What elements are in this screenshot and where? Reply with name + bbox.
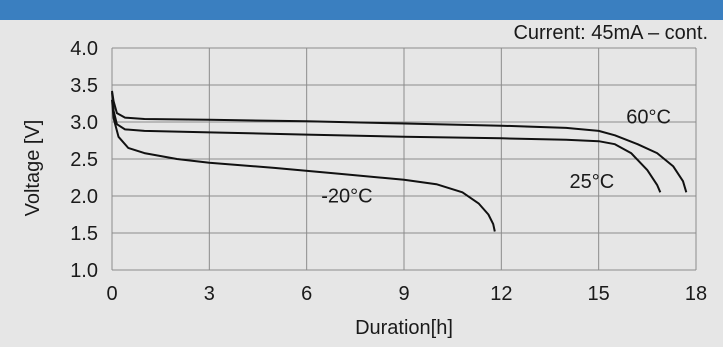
x-tick-label: 18 [685,283,707,305]
text-layer: 1.0 1.5 2.0 2.5 3.0 3.5 4.0 0 3 6 9 12 15 18 60°C 25°C -… [70,38,707,305]
y-tick-label: 1.0 [70,260,98,282]
series-line [111,99,496,232]
series-label: 60°C [626,106,671,128]
y-tick-label: 2.5 [70,149,98,171]
series-line [111,90,688,193]
x-tick-label: 9 [398,283,409,305]
y-tick-label: 1.5 [70,223,98,245]
line-layer [111,90,688,232]
series-label: -20°C [321,186,372,208]
y-tick-label: 3.5 [70,75,98,97]
x-tick-label: 3 [204,283,215,305]
y-tick-label: 3.0 [70,112,98,134]
x-tick-label: 15 [588,283,610,305]
x-tick-label: 0 [106,283,117,305]
x-tick-label: 6 [301,283,312,305]
grid-layer [111,47,697,271]
annotation-text: Current: 45mA – cont. [513,22,708,44]
x-axis-label: Duration[h] [355,317,453,339]
header-bar [0,0,723,20]
y-axis-label: Voltage [V] [22,120,44,217]
y-tick-label: 2.0 [70,186,98,208]
y-tick-label: 4.0 [70,38,98,60]
series-line [111,92,662,193]
x-tick-label: 12 [490,283,512,305]
series-label: 25°C [569,171,614,193]
